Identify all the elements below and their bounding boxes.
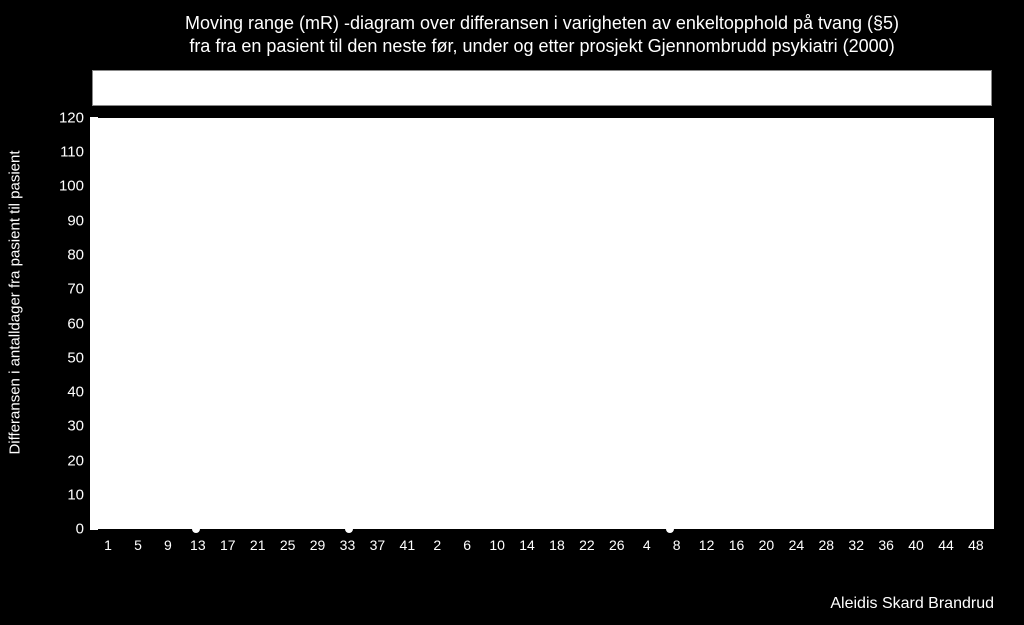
x-tick-label: 25 bbox=[280, 537, 296, 553]
legend-box bbox=[92, 70, 992, 106]
y-tick-label: 80 bbox=[42, 246, 84, 263]
chart-title: Moving range (mR) -diagram over differan… bbox=[90, 12, 994, 59]
plot-area: 0102030405060708090100110120 bbox=[90, 118, 994, 529]
y-tick-label: 70 bbox=[42, 281, 84, 298]
y-tick-mark bbox=[90, 288, 98, 290]
x-tick-label: 14 bbox=[519, 537, 535, 553]
x-tick-label: 4 bbox=[643, 537, 651, 553]
y-tick-mark bbox=[90, 357, 98, 359]
x-tick-label: 2 bbox=[433, 537, 441, 553]
x-tick-label: 26 bbox=[609, 537, 625, 553]
x-tick-label: 6 bbox=[463, 537, 471, 553]
x-tick-label: 8 bbox=[673, 537, 681, 553]
x-tick-label: 22 bbox=[579, 537, 595, 553]
x-tick-label: 28 bbox=[818, 537, 834, 553]
y-tick-mark bbox=[90, 323, 98, 325]
x-tick-label: 37 bbox=[370, 537, 386, 553]
y-tick-mark bbox=[90, 460, 98, 462]
x-tick-label: 48 bbox=[968, 537, 984, 553]
x-axis-ticks: 1591317212529333741261014182226481216202… bbox=[90, 529, 994, 555]
y-tick-mark bbox=[90, 425, 98, 427]
y-tick-label: 30 bbox=[42, 418, 84, 435]
x-tick-label: 12 bbox=[699, 537, 715, 553]
y-tick-mark bbox=[90, 254, 98, 256]
title-line-2: fra fra en pasient til den neste før, un… bbox=[189, 36, 894, 56]
y-tick-mark bbox=[90, 220, 98, 222]
x-tick-label: 1 bbox=[104, 537, 112, 553]
x-tick-label: 24 bbox=[789, 537, 805, 553]
x-tick-label: 10 bbox=[489, 537, 505, 553]
credit-text: Aleidis Skard Brandrud bbox=[830, 595, 994, 613]
y-tick-label: 0 bbox=[42, 521, 84, 538]
y-tick-label: 50 bbox=[42, 349, 84, 366]
x-tick-label: 40 bbox=[908, 537, 924, 553]
y-tick-label: 110 bbox=[42, 144, 84, 161]
y-tick-mark bbox=[90, 151, 98, 153]
title-line-1: Moving range (mR) -diagram over differan… bbox=[185, 13, 899, 33]
x-tick-label: 36 bbox=[878, 537, 894, 553]
y-tick-label: 10 bbox=[42, 486, 84, 503]
x-tick-label: 41 bbox=[400, 537, 416, 553]
y-tick-label: 20 bbox=[42, 452, 84, 469]
x-tick-label: 13 bbox=[190, 537, 206, 553]
x-tick-label: 20 bbox=[759, 537, 775, 553]
y-tick-label: 90 bbox=[42, 212, 84, 229]
y-tick-label: 120 bbox=[42, 110, 84, 127]
y-tick-label: 40 bbox=[42, 383, 84, 400]
y-axis-label: Differansen i antalldager fra pasient ti… bbox=[7, 150, 24, 454]
y-axis-label-container: Differansen i antalldager fra pasient ti… bbox=[4, 60, 26, 545]
x-tick-label: 33 bbox=[340, 537, 356, 553]
x-tick-label: 16 bbox=[729, 537, 745, 553]
x-tick-label: 17 bbox=[220, 537, 236, 553]
chart-area: 0102030405060708090100110120 1 5 9 13 17 21 25… bbox=[90, 70, 994, 555]
x-tick-label: 21 bbox=[250, 537, 266, 553]
x-tick-label: 29 bbox=[310, 537, 326, 553]
x-tick-label: 44 bbox=[938, 537, 954, 553]
y-tick-label: 100 bbox=[42, 178, 84, 195]
x-tick-label: 18 bbox=[549, 537, 565, 553]
x-tick-label: 9 bbox=[164, 537, 172, 553]
x-tick-label: 32 bbox=[848, 537, 864, 553]
y-tick-label: 60 bbox=[42, 315, 84, 332]
y-tick-mark bbox=[90, 391, 98, 393]
x-tick-label: 5 bbox=[134, 537, 142, 553]
y-tick-mark bbox=[90, 117, 98, 119]
y-tick-mark bbox=[90, 494, 98, 496]
y-tick-mark bbox=[90, 185, 98, 187]
